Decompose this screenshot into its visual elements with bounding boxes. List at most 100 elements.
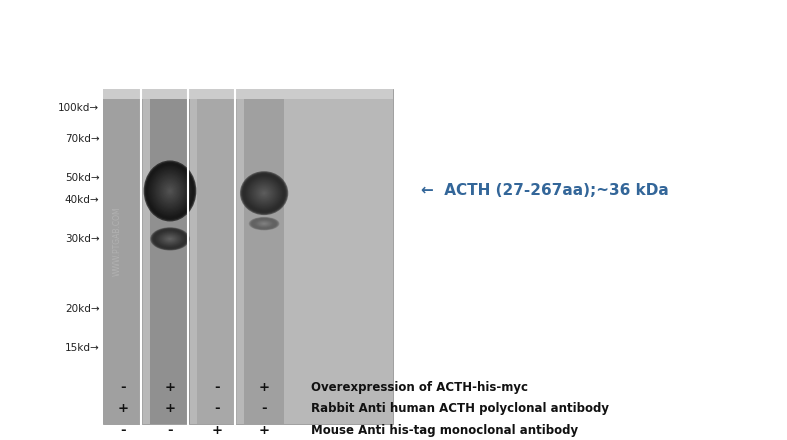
Text: ←  ACTH (27-267aa);~36 kDa: ← ACTH (27-267aa);~36 kDa [421,183,669,198]
Ellipse shape [241,172,287,214]
Ellipse shape [158,178,182,205]
Text: -: - [167,424,173,437]
Text: -: - [261,402,267,415]
Ellipse shape [243,174,286,213]
Ellipse shape [154,172,186,209]
Text: 40kd→: 40kd→ [65,194,99,205]
Ellipse shape [255,220,273,227]
Ellipse shape [161,181,179,201]
Ellipse shape [254,220,274,228]
Ellipse shape [161,180,179,202]
FancyBboxPatch shape [150,88,190,424]
FancyBboxPatch shape [198,88,237,424]
Ellipse shape [151,228,189,250]
Ellipse shape [258,188,270,198]
Ellipse shape [257,220,272,227]
Ellipse shape [153,229,187,249]
Ellipse shape [156,231,184,247]
Ellipse shape [249,179,279,207]
Ellipse shape [256,220,272,227]
Ellipse shape [153,229,187,249]
Ellipse shape [258,221,270,226]
Ellipse shape [148,165,192,216]
Ellipse shape [163,235,177,243]
Ellipse shape [250,217,279,230]
Ellipse shape [157,175,183,207]
Ellipse shape [262,223,266,224]
Ellipse shape [160,179,180,203]
Text: +: + [259,424,270,437]
Text: +: + [212,424,223,437]
Ellipse shape [256,220,273,227]
Text: +: + [259,381,270,393]
Ellipse shape [260,222,268,225]
Ellipse shape [246,177,282,209]
Ellipse shape [245,176,283,211]
Ellipse shape [248,178,280,208]
Ellipse shape [262,191,266,195]
Ellipse shape [259,221,269,226]
Ellipse shape [161,234,179,244]
Ellipse shape [164,183,176,198]
Ellipse shape [249,217,279,231]
Ellipse shape [149,167,191,215]
Ellipse shape [249,180,279,206]
Ellipse shape [144,161,196,221]
FancyBboxPatch shape [245,88,283,424]
Ellipse shape [250,181,278,205]
Ellipse shape [253,183,275,203]
Ellipse shape [157,176,183,205]
Ellipse shape [261,191,267,196]
Ellipse shape [152,170,188,212]
Text: Overexpression of ACTH-his-myc: Overexpression of ACTH-his-myc [311,381,528,393]
Ellipse shape [263,223,265,224]
Ellipse shape [261,223,267,225]
Text: WWW.PTGAB.COM: WWW.PTGAB.COM [113,206,122,276]
Text: 100kd→: 100kd→ [58,103,99,113]
Ellipse shape [257,187,271,199]
FancyBboxPatch shape [103,88,394,424]
Ellipse shape [257,186,272,200]
Ellipse shape [168,238,172,240]
Text: -: - [120,381,126,393]
Ellipse shape [150,227,190,250]
Ellipse shape [252,218,276,229]
Ellipse shape [253,183,275,204]
Text: 20kd→: 20kd→ [65,304,99,314]
Ellipse shape [167,237,173,241]
Ellipse shape [263,192,265,194]
Ellipse shape [166,237,174,241]
Ellipse shape [256,185,273,201]
Text: Rabbit Anti human ACTH polyclonal antibody: Rabbit Anti human ACTH polyclonal antibo… [311,402,609,415]
Ellipse shape [253,219,275,228]
Ellipse shape [145,161,195,220]
Ellipse shape [161,233,179,245]
Ellipse shape [261,222,267,225]
Ellipse shape [246,176,283,210]
Ellipse shape [169,190,171,192]
Text: +: + [164,381,176,393]
Ellipse shape [167,187,173,194]
Text: -: - [214,381,220,393]
Ellipse shape [155,174,185,208]
Ellipse shape [249,217,279,230]
Ellipse shape [168,188,172,194]
FancyBboxPatch shape [103,88,142,424]
Ellipse shape [157,231,183,247]
Ellipse shape [242,173,286,213]
Ellipse shape [260,222,268,226]
Ellipse shape [164,235,176,242]
Ellipse shape [164,185,176,197]
Ellipse shape [158,232,182,246]
Ellipse shape [147,164,193,218]
Ellipse shape [146,163,194,219]
Text: 15kd→: 15kd→ [65,343,99,353]
Ellipse shape [153,172,187,210]
Text: 50kd→: 50kd→ [65,173,99,183]
Ellipse shape [257,221,271,227]
Text: -: - [120,424,126,437]
Ellipse shape [154,230,186,248]
Ellipse shape [164,236,176,242]
Ellipse shape [254,184,274,202]
Ellipse shape [157,231,183,246]
